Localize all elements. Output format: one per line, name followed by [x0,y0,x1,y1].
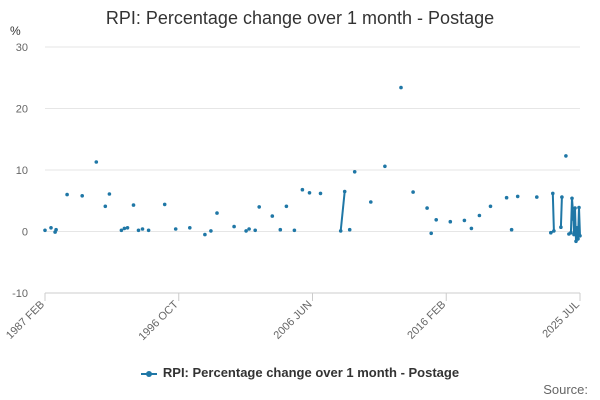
data-point [477,213,482,218]
data-point [560,195,564,199]
data-point [572,232,576,237]
data-point [307,191,312,195]
data-point [257,205,262,209]
data-point [49,226,53,230]
data-point [569,230,573,235]
data-point [103,204,108,209]
data-point [140,227,145,231]
data-point [448,219,453,224]
data-point [43,228,47,233]
data-point [573,206,577,210]
data-point [80,194,84,198]
data-point [292,228,297,233]
data-point [244,229,248,233]
gridlines [45,46,580,232]
data-point [270,214,275,218]
data-point [504,195,509,200]
x-tick-label: 1987 FEB [4,299,47,342]
data-point [278,227,283,232]
data-point [411,190,415,194]
data-point [173,227,178,231]
data-point [188,226,192,230]
legend: RPI: Percentage change over 1 month - Po… [0,365,600,380]
data-point [232,224,236,229]
x-tick-label: 2006 JUN [272,299,315,342]
data-point [469,226,474,231]
data-point [369,200,373,204]
data-point [215,211,219,215]
data-point [576,237,580,241]
data-point [136,228,141,233]
x-tick-labels: 1987 FEB 1996 OCT 2006 JUN 2016 FEB 2025 JUL [4,293,582,343]
data-point [119,228,124,233]
series-line-segment [559,197,563,228]
data-point [122,226,127,231]
data-point [209,229,213,233]
data-point [551,191,555,196]
data-point [338,229,343,233]
legend-swatch [140,370,157,377]
data-point [146,228,151,233]
source-label: Source: [543,382,588,397]
series-line-segment [550,193,555,234]
data-point [462,218,467,223]
data-point [342,189,347,194]
x-tick-label: 2025 JUL [540,299,582,341]
data-point [94,160,99,164]
data-point [571,217,576,221]
data-point [383,164,387,169]
data-point [399,85,403,90]
data-point [429,231,434,236]
data-point [515,194,520,199]
legend-label: RPI: Percentage change over 1 month - Po… [162,365,460,380]
data-point [107,192,112,196]
data-point [352,170,357,174]
data-point [65,192,69,197]
y-tick-label: -10 [12,288,28,300]
data-point [247,227,251,231]
data-point [318,191,323,196]
data-point [203,232,207,237]
data-point [509,227,514,232]
data-point [577,205,581,210]
data-point [125,226,130,230]
data-point [578,234,582,238]
data-point [253,228,257,233]
data-point [54,227,58,232]
data-point [488,204,493,209]
y-tick-label: 0 [22,227,28,239]
data-point [559,225,563,229]
data-point [574,239,578,244]
data-point [552,229,556,233]
chart-title: RPI: Percentage change over 1 month - Po… [105,8,495,28]
data-point [425,206,429,210]
x-tick-label: 1996 OCT [137,298,182,343]
y-tick-label: 10 [16,165,28,177]
data-point [564,154,568,158]
data-point [347,227,352,232]
data-point [570,196,574,201]
data-point [284,204,289,209]
series-postage [43,85,582,244]
data-point [535,195,539,199]
y-tick-labels: 30 20 10 0 -10 [12,42,28,300]
x-tick-label: 2016 FEB [405,299,448,342]
data-point [131,203,136,207]
y-tick-label: 30 [16,42,28,54]
data-point [575,226,579,230]
series-line-segment [339,191,346,232]
y-axis-unit: % [10,24,21,38]
data-point [549,230,553,235]
y-tick-label: 20 [16,104,28,116]
data-point [162,202,167,207]
data-point [300,187,305,192]
data-point [434,218,439,222]
